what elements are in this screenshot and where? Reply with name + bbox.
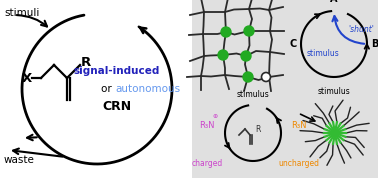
Text: waste: waste	[4, 155, 35, 165]
Text: or: or	[101, 84, 115, 94]
Text: stimulus: stimulus	[307, 49, 340, 59]
Text: stimulus: stimulus	[318, 87, 350, 96]
Circle shape	[241, 51, 251, 61]
Circle shape	[243, 72, 253, 82]
Circle shape	[221, 27, 231, 37]
Text: R₃N: R₃N	[199, 121, 215, 130]
Circle shape	[218, 50, 228, 60]
Circle shape	[244, 26, 254, 36]
Bar	[192, 0, 378, 178]
Text: R: R	[255, 125, 260, 135]
Text: uncharged: uncharged	[279, 159, 319, 168]
Text: B: B	[371, 39, 378, 49]
Text: charged: charged	[191, 159, 223, 168]
Text: stimuli: stimuli	[4, 8, 39, 18]
Text: autonomous: autonomous	[115, 84, 180, 94]
Text: A: A	[330, 0, 338, 4]
Text: X: X	[22, 72, 32, 85]
Circle shape	[262, 72, 271, 82]
Text: C: C	[290, 39, 297, 49]
Text: CRN: CRN	[102, 101, 132, 114]
Text: stimulus: stimulus	[237, 90, 270, 99]
Text: R₃N: R₃N	[291, 121, 307, 130]
Text: 'shunt': 'shunt'	[348, 25, 374, 35]
Text: R: R	[81, 56, 91, 69]
Text: ⊕: ⊕	[212, 114, 218, 119]
Text: signal-induced: signal-induced	[74, 66, 160, 76]
